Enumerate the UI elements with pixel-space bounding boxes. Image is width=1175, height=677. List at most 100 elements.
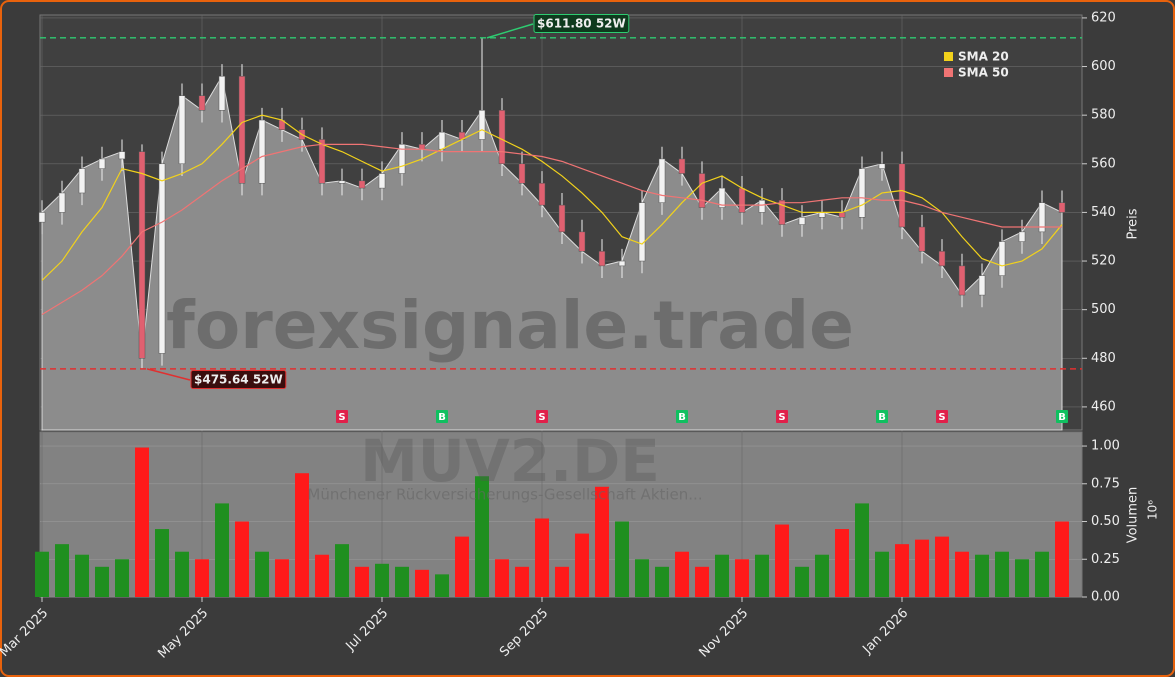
candle-body (698, 173, 706, 208)
candle-body (618, 260, 626, 267)
y-tick-label: 560 (1091, 156, 1116, 171)
volume-bar (795, 566, 809, 597)
volume-bar (175, 551, 189, 597)
volume-bar (955, 551, 969, 597)
candle-body (198, 95, 206, 111)
volume-bar (895, 544, 909, 597)
signal-marker (776, 410, 788, 423)
volume-bar (275, 559, 289, 597)
volume-bar (155, 529, 169, 597)
candle-body (898, 163, 906, 228)
legend-label: SMA 50 (958, 66, 1009, 80)
annotation-box (190, 370, 287, 389)
volume-bar (235, 521, 249, 597)
watermark: forexsignale.trade (166, 287, 854, 364)
signal-marker (436, 410, 448, 423)
sma-line (41, 114, 1063, 281)
volume-bar (1015, 559, 1029, 597)
sma-line (41, 143, 1062, 316)
annotation-box (533, 14, 630, 33)
candle-body (538, 182, 546, 206)
volume-bar (335, 544, 349, 597)
volume-bar (915, 539, 929, 597)
candle-body (158, 163, 166, 354)
volume-bar (975, 554, 989, 597)
candle-body (758, 200, 766, 213)
candle-body (598, 251, 606, 267)
candle-body (818, 212, 826, 218)
annotation-arrow (146, 368, 191, 381)
volume-bar (75, 554, 89, 597)
volume-bar (575, 533, 589, 597)
volume-bar (995, 551, 1009, 597)
signal-marker (1056, 410, 1068, 423)
candle-body (958, 265, 966, 296)
volume-bar (1055, 521, 1069, 597)
y-tick-label: 480 (1091, 351, 1116, 366)
volume-bar (555, 566, 569, 597)
y2-tick-label: 1.00 (1091, 439, 1120, 454)
candle-body (658, 158, 666, 203)
volume-bar (855, 503, 869, 597)
candle-body (178, 95, 186, 165)
candle-body (578, 231, 586, 252)
y2-tick-label: 0.75 (1091, 476, 1120, 491)
candle-body (1038, 202, 1046, 233)
signal-marker (536, 410, 548, 423)
signal-label: S (538, 412, 545, 423)
volume-bar (255, 551, 269, 597)
annotation-label: $475.64 52W (194, 373, 283, 387)
y-tick-label: 580 (1091, 108, 1116, 123)
volume-bar (35, 551, 49, 597)
candle-body (1058, 202, 1066, 213)
candle-body (38, 212, 46, 223)
y-label: Preis (1126, 208, 1141, 239)
y2-tick-label: 0.00 (1091, 590, 1120, 605)
volume-bar (875, 551, 889, 597)
volume-bar (215, 503, 229, 597)
company-watermark: Münchener Rückversicherungs-Gesellschaft… (307, 486, 702, 504)
volume-bar (115, 559, 129, 597)
candle-body (858, 168, 866, 218)
volume-bar (775, 524, 789, 597)
candle-body (258, 119, 266, 184)
annotation-label: $611.80 52W (537, 17, 626, 31)
legend-swatch (944, 68, 953, 77)
candle-body (398, 144, 406, 174)
candle-body (318, 139, 326, 184)
candle-body (778, 200, 786, 225)
volume-bar (495, 559, 509, 597)
y-tick-label: 500 (1091, 302, 1116, 317)
candle-body (338, 180, 346, 184)
candle-body (118, 151, 126, 160)
volume-bar (395, 566, 409, 597)
y-tick-label: 520 (1091, 254, 1116, 269)
signal-label: B (678, 412, 686, 423)
volume-bar (615, 521, 629, 597)
y2-tick-label: 0.25 (1091, 552, 1120, 567)
candle-body (478, 110, 486, 140)
volume-bar (755, 554, 769, 597)
y-tick-label: 600 (1091, 59, 1116, 74)
candle-body (558, 204, 566, 233)
annotation-arrow (486, 23, 534, 39)
y2-label: Volumen (1126, 487, 1141, 544)
candle-body (1018, 231, 1026, 242)
signal-label: S (938, 412, 945, 423)
legend-label: SMA 20 (958, 50, 1009, 64)
y-tick-label: 540 (1091, 205, 1116, 220)
candle-body (218, 76, 226, 111)
signal-label: S (778, 412, 785, 423)
volume-bar (655, 566, 669, 597)
y-tick-label: 620 (1091, 10, 1116, 25)
candle-body (638, 202, 646, 262)
volume-bar (675, 551, 689, 597)
candle-body (358, 180, 366, 189)
candle-body (918, 226, 926, 252)
signal-marker (336, 410, 348, 423)
candle-body (518, 163, 526, 184)
signal-label: S (338, 412, 345, 423)
candle-body (838, 212, 846, 218)
volume-bar (295, 473, 309, 597)
symbol-watermark: MUV2.DE (360, 427, 660, 495)
